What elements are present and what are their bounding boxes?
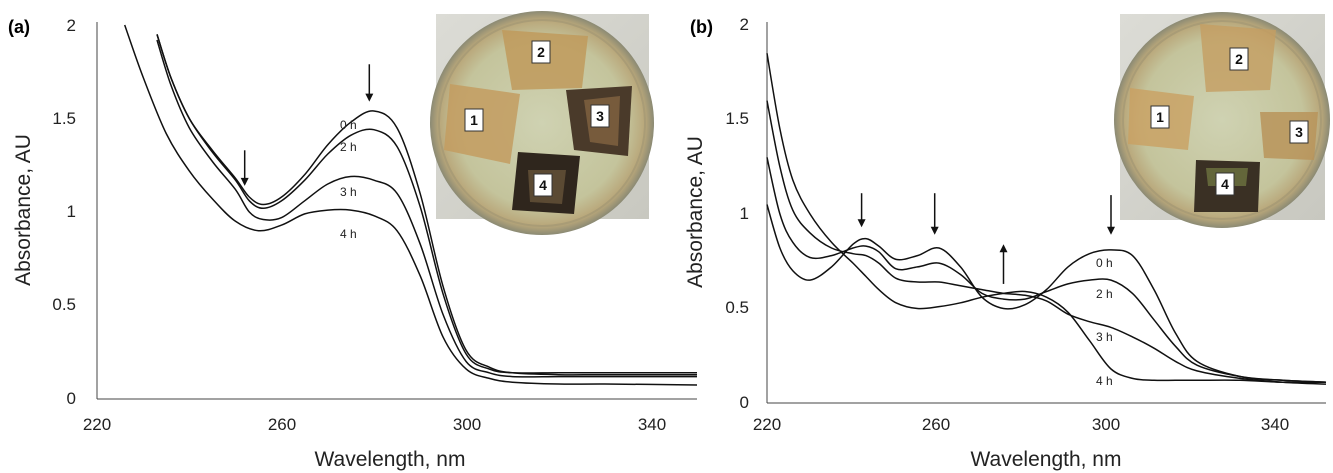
x-axis-label-b: Wavelength, nm bbox=[971, 448, 1122, 471]
y-tick-label: 0 bbox=[67, 389, 76, 408]
arrow-down-icon bbox=[857, 193, 866, 228]
inset-label: 4 bbox=[1221, 176, 1229, 192]
inset-label-box: 3 bbox=[1289, 120, 1309, 144]
panel-label-a: (a) bbox=[8, 17, 30, 37]
arrow-down-icon bbox=[240, 150, 249, 186]
curves-a bbox=[123, 24, 698, 386]
y-axis-ticks-b: 0 0.5 1 1.5 2 bbox=[725, 15, 749, 412]
panel-label-b: (b) bbox=[690, 17, 713, 37]
x-tick-label: 260 bbox=[268, 415, 296, 434]
inset-label: 1 bbox=[1156, 109, 1164, 125]
y-axis-label-b: Absorbance, AU bbox=[684, 136, 707, 288]
inset-label-box: 1 bbox=[464, 108, 484, 132]
x-tick-label: 260 bbox=[922, 415, 950, 434]
y-axis-label-a: Absorbance, AU bbox=[12, 134, 35, 286]
inset-plate-photo-a: 1 2 3 4 bbox=[430, 11, 654, 235]
curve-label-2h: 2 h bbox=[340, 140, 357, 154]
y-tick-label: 2 bbox=[67, 16, 76, 35]
inset-label: 4 bbox=[539, 177, 547, 193]
y-tick-label: 1.5 bbox=[725, 109, 749, 128]
inset-label-box: 4 bbox=[1215, 172, 1235, 196]
y-tick-label: 0 bbox=[740, 393, 749, 412]
curves-b bbox=[766, 53, 1327, 385]
y-tick-label: 1.5 bbox=[52, 109, 76, 128]
series-line-3h bbox=[156, 39, 697, 378]
inset-label: 1 bbox=[470, 112, 478, 128]
series-line-4h bbox=[766, 53, 1327, 384]
inset-label-box: 4 bbox=[533, 173, 553, 197]
y-tick-label: 1 bbox=[740, 204, 749, 223]
x-tick-label: 340 bbox=[638, 415, 666, 434]
curve-label-4h: 4 h bbox=[340, 227, 357, 241]
x-tick-label: 300 bbox=[453, 415, 481, 434]
arrow-up-icon bbox=[999, 244, 1008, 284]
inset-label: 2 bbox=[1235, 51, 1243, 67]
curve-labels-b: 0 h 2 h 3 h 4 h bbox=[1096, 256, 1113, 388]
chart-panel-b: (b) 0 0.5 1 1.5 2 220 260 300 340 Wavele… bbox=[684, 12, 1330, 471]
y-tick-label: 2 bbox=[740, 15, 749, 34]
arrows-b bbox=[857, 193, 1115, 284]
y-axis-ticks-a: 0 0.5 1 1.5 2 bbox=[52, 16, 76, 408]
arrow-down-icon bbox=[365, 64, 374, 102]
x-axis-ticks-b: 220 260 300 340 bbox=[753, 415, 1289, 434]
x-tick-label: 340 bbox=[1261, 415, 1289, 434]
inset-label-box: 1 bbox=[1150, 105, 1170, 129]
inset-label-box: 3 bbox=[590, 104, 610, 128]
y-tick-label: 0.5 bbox=[52, 295, 76, 314]
curve-label-0h: 0 h bbox=[340, 118, 357, 132]
y-tick-label: 0.5 bbox=[725, 298, 749, 317]
curve-label-3h: 3 h bbox=[1096, 330, 1113, 344]
series-line-2h bbox=[766, 157, 1327, 383]
y-tick-label: 1 bbox=[67, 202, 76, 221]
x-tick-label: 220 bbox=[83, 415, 111, 434]
x-axis-label-a: Wavelength, nm bbox=[315, 448, 466, 471]
inset-label: 2 bbox=[537, 44, 545, 60]
x-axis-ticks-a: 220 260 300 340 bbox=[83, 415, 666, 434]
series-line-4h bbox=[123, 24, 698, 386]
curve-label-4h: 4 h bbox=[1096, 374, 1113, 388]
inset-label-box: 2 bbox=[1229, 47, 1249, 71]
x-tick-label: 220 bbox=[753, 415, 781, 434]
series-line-0h bbox=[766, 204, 1327, 383]
curve-labels-a: 0 h 2 h 3 h 4 h bbox=[340, 118, 357, 241]
chart-panel-a: (a) 0 0.5 1 1.5 2 220 260 300 340 Wavele… bbox=[8, 11, 698, 471]
inset-plate-photo-b: 1 2 3 4 bbox=[1114, 12, 1330, 228]
inset-label: 3 bbox=[596, 108, 604, 124]
arrow-down-icon bbox=[930, 193, 939, 235]
inset-label: 3 bbox=[1295, 124, 1303, 140]
series-line-3h bbox=[766, 100, 1327, 385]
curve-label-0h: 0 h bbox=[1096, 256, 1113, 270]
curve-label-3h: 3 h bbox=[340, 185, 357, 199]
arrows-a bbox=[240, 64, 374, 186]
series-line-2h bbox=[156, 34, 697, 374]
arrow-down-icon bbox=[1107, 195, 1115, 235]
inset-label-box: 2 bbox=[531, 40, 551, 64]
curve-label-2h: 2 h bbox=[1096, 287, 1113, 301]
x-tick-label: 300 bbox=[1092, 415, 1120, 434]
